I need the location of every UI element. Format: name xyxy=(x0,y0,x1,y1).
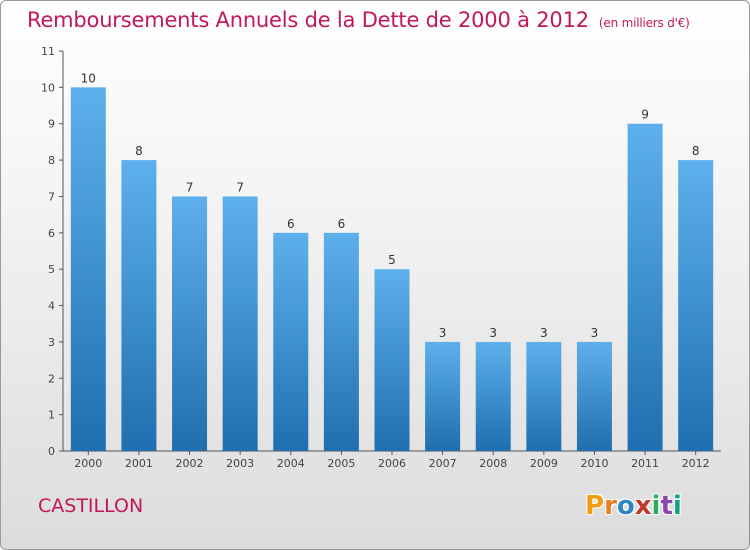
y-tick-label: 8 xyxy=(48,154,55,167)
bar-2010 xyxy=(576,341,612,451)
bar-2012 xyxy=(678,160,714,451)
x-tick-label: 2004 xyxy=(277,457,305,470)
y-tick-label: 5 xyxy=(48,263,55,276)
y-tick-label: 6 xyxy=(48,227,55,240)
bar-2004 xyxy=(273,232,309,451)
bar-2000 xyxy=(70,87,106,451)
x-tick-label: 2001 xyxy=(125,457,153,470)
x-tick-label: 2003 xyxy=(226,457,254,470)
bar-value-label: 3 xyxy=(540,326,548,340)
bar-value-label: 3 xyxy=(439,326,447,340)
logo-letter: r xyxy=(604,491,617,521)
bar-value-label: 8 xyxy=(692,144,700,158)
bar-value-label: 6 xyxy=(287,217,295,231)
bar-2002 xyxy=(172,196,208,451)
bar-2001 xyxy=(121,160,157,451)
y-tick-label: 9 xyxy=(48,118,55,131)
bar-2011 xyxy=(627,123,663,452)
x-tick-label: 2005 xyxy=(327,457,355,470)
bar-2009 xyxy=(526,341,562,451)
x-tick-label: 2012 xyxy=(682,457,710,470)
labels: 10 2000 8 2001 7 2002 7 2003 6 2004 6 2005 5 2006 3 200… xyxy=(74,71,709,470)
x-tick-label: 2009 xyxy=(530,457,558,470)
y-tick-label: 0 xyxy=(48,445,55,458)
chart-title: Remboursements Annuels de la Dette de 20… xyxy=(27,8,690,32)
x-tick-label: 2011 xyxy=(631,457,659,470)
bar-value-label: 3 xyxy=(591,326,599,340)
y-tick-label: 7 xyxy=(48,190,55,203)
logo-letter: t xyxy=(660,491,673,521)
y-tick-label: 2 xyxy=(48,372,55,385)
x-tick-label: 2000 xyxy=(74,457,102,470)
y-tick-label: 10 xyxy=(41,81,55,94)
bar-2005 xyxy=(323,232,359,451)
bar-value-label: 7 xyxy=(186,180,194,194)
unit-label: (en milliers d'€) xyxy=(598,16,690,30)
bar-2008 xyxy=(475,341,511,451)
bar-2006 xyxy=(374,269,410,451)
bar-2007 xyxy=(425,341,461,451)
bar-value-label: 8 xyxy=(135,144,143,158)
x-tick-label: 2008 xyxy=(479,457,507,470)
bar-2003 xyxy=(222,196,258,451)
y-tick-label: 11 xyxy=(41,45,55,58)
logo-letter: i xyxy=(672,491,682,521)
commune-name: CASTILLON xyxy=(38,495,144,517)
bar-value-label: 7 xyxy=(236,180,244,194)
logo-letter: o xyxy=(616,491,635,521)
logo-letter: i xyxy=(651,491,661,521)
x-tick-label: 2002 xyxy=(176,457,204,470)
logo-letter: P xyxy=(585,491,605,521)
y-tick-label: 4 xyxy=(48,300,55,313)
logo-letter: x xyxy=(634,491,652,521)
title-text: Remboursements Annuels de la Dette de 20… xyxy=(27,8,589,32)
x-tick-label: 2010 xyxy=(580,457,608,470)
x-tick-label: 2006 xyxy=(378,457,406,470)
y-tick-label: 3 xyxy=(48,336,55,349)
bars xyxy=(70,87,714,452)
bar-value-label: 10 xyxy=(81,71,96,85)
x-tick-label: 2007 xyxy=(429,457,457,470)
bar-value-label: 5 xyxy=(388,253,396,267)
bar-value-label: 3 xyxy=(489,326,497,340)
proxiti-logo[interactable]: Proxiti xyxy=(585,491,682,521)
y-tick-label: 1 xyxy=(48,409,55,422)
bar-value-label: 6 xyxy=(338,217,346,231)
bar-value-label: 9 xyxy=(641,108,649,122)
